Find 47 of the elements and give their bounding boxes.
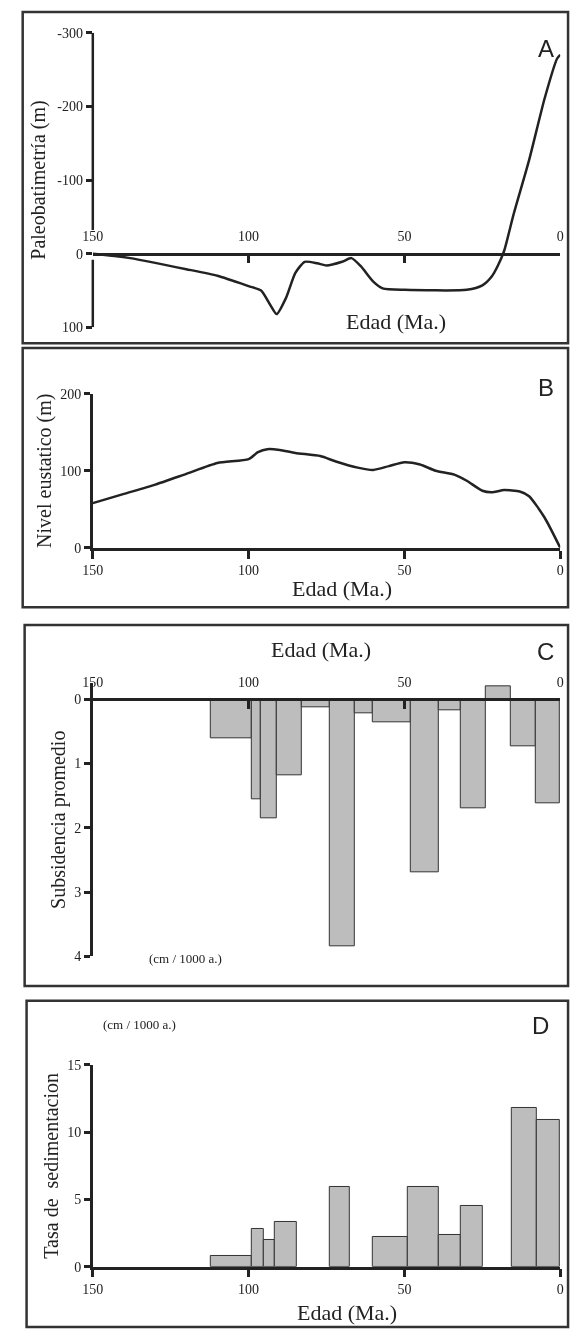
y-tick-label: 3 xyxy=(74,884,82,900)
x-tick-label: 100 xyxy=(238,1282,260,1298)
x-tick-label: 50 xyxy=(397,675,412,691)
y-tick-label: 0 xyxy=(74,540,82,556)
y-tick-label: -200 xyxy=(57,99,83,115)
y-axis-title: Tasa de sedimentacion xyxy=(39,1072,62,1259)
x-tick-label: 150 xyxy=(82,1282,104,1298)
y-tick-label: 4 xyxy=(74,949,82,965)
y-tick-label: 15 xyxy=(67,1057,82,1073)
y-tick-label: 0 xyxy=(74,1259,82,1275)
y-axis-title: Paleobatimetría (m) xyxy=(26,100,50,260)
x-axis-title: Edad (Ma.) xyxy=(292,576,393,601)
x-axis-title: Edad (Ma.) xyxy=(346,309,447,334)
y-tick-label: 200 xyxy=(60,386,82,402)
y-axis-title: Nivel eustatico (m) xyxy=(32,393,56,548)
y-tick-label: 0 xyxy=(74,692,82,708)
text: D xyxy=(532,1012,550,1039)
annotation: B xyxy=(538,374,555,401)
x-tick-label: 0 xyxy=(556,563,564,579)
annotation: (cm / 1000 a.) xyxy=(149,951,222,966)
x-axis-title: Edad (Ma.) xyxy=(297,1300,398,1325)
y-tick-label: -100 xyxy=(57,172,83,188)
y-tick-label: 100 xyxy=(62,320,83,336)
x-tick-label: 100 xyxy=(238,675,260,691)
y-tick-label: 1 xyxy=(74,756,82,772)
x-tick-label: 150 xyxy=(82,229,104,245)
y-tick-label: 2 xyxy=(74,820,82,836)
y-tick-label: 0 xyxy=(76,246,83,262)
x-tick-label: 150 xyxy=(82,563,104,579)
y-axis-title: Subsidencia promedio xyxy=(46,730,70,909)
text: C xyxy=(537,638,555,665)
x-tick-label: 150 xyxy=(82,675,104,691)
x-tick-label: 50 xyxy=(397,1282,412,1298)
x-axis-title: Edad (Ma.) xyxy=(271,637,372,662)
x-tick-label: 50 xyxy=(397,563,412,579)
y-tick-label: 5 xyxy=(74,1192,82,1208)
y-tick-label: 10 xyxy=(67,1125,82,1141)
x-tick-label: 0 xyxy=(556,1282,564,1298)
text: (cm / 1000 a.) xyxy=(103,1017,176,1032)
y-tick-label: 100 xyxy=(60,463,82,479)
y-tick-label: -300 xyxy=(57,25,83,41)
x-tick-label: 0 xyxy=(556,675,564,691)
x-tick-label: 0 xyxy=(556,229,564,245)
x-tick-label: 100 xyxy=(238,563,260,579)
x-tick-label: 100 xyxy=(238,229,260,245)
annotation: A xyxy=(538,35,555,62)
x-tick-label: 50 xyxy=(397,229,412,245)
